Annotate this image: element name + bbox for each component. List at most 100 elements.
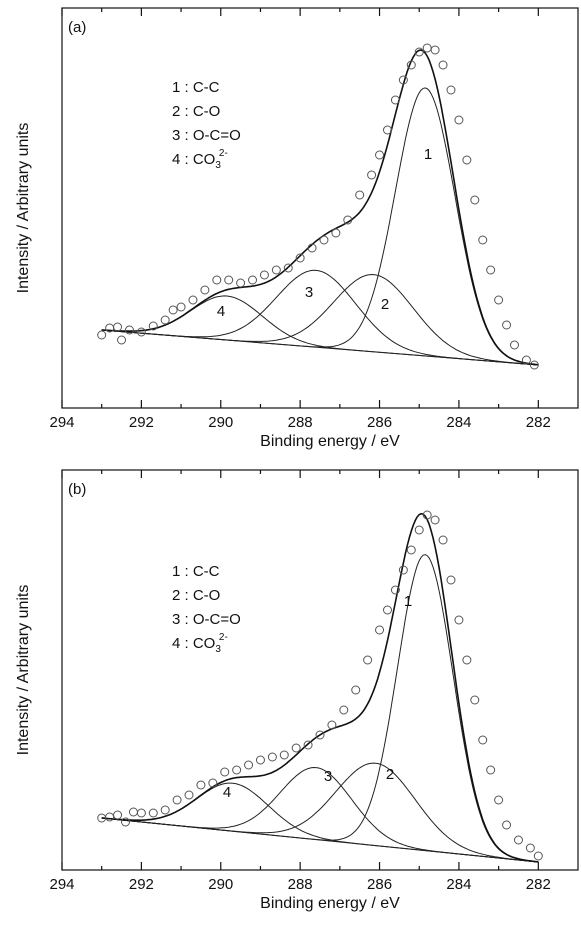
peak-label: 1 (404, 593, 412, 610)
fit-envelope (101, 512, 539, 863)
data-point (367, 170, 377, 180)
legend-sup: 2- (219, 148, 228, 159)
data-point (438, 535, 448, 545)
y-axis-title: Intensity / Arbitrary units (15, 123, 32, 294)
data-point (283, 263, 293, 273)
data-point (470, 195, 480, 205)
data-point (97, 330, 107, 340)
data-point (351, 685, 361, 695)
data-point (502, 820, 512, 830)
data-point (327, 720, 337, 730)
data-point (168, 305, 178, 315)
data-point (271, 265, 281, 275)
data-point (390, 585, 400, 595)
legend-text: 4 : CO (172, 151, 215, 168)
data-point (196, 780, 206, 790)
data-point (430, 45, 440, 55)
data-point (232, 765, 242, 775)
fit-envelope (101, 49, 539, 366)
x-tick-label: 286 (367, 876, 392, 893)
panel-label: (a) (68, 19, 86, 36)
legend-text: 2 : C-O (172, 587, 220, 604)
data-point (160, 315, 170, 325)
data-point (136, 327, 146, 337)
data-point (105, 812, 115, 822)
data-point (172, 795, 182, 805)
data-point (200, 285, 210, 295)
x-tick-label: 294 (49, 876, 74, 893)
data-point (208, 778, 218, 788)
data-point (343, 215, 353, 225)
legend-text: 3 : O-C=O (172, 127, 241, 144)
x-tick-label: 290 (208, 414, 233, 431)
plot-frame (61, 7, 579, 409)
legend-text: 1 : C-C (172, 79, 220, 96)
data-point (339, 705, 349, 715)
data-point (478, 735, 488, 745)
peak-component (101, 295, 539, 366)
x-axis-title: Binding energy / eV (260, 433, 400, 450)
data-point (148, 321, 158, 331)
data-point (244, 760, 254, 770)
legend-sup: 2- (219, 632, 228, 643)
peak-label: 4 (223, 784, 231, 801)
data-point (525, 843, 535, 853)
peak-label: 2 (386, 766, 394, 783)
peak-label: 2 (381, 296, 389, 313)
data-point (414, 47, 424, 57)
data-point (136, 808, 146, 818)
x-tick-label: 284 (446, 414, 471, 431)
data-point (470, 695, 480, 705)
data-point (315, 730, 325, 740)
peak-label: 3 (324, 768, 332, 785)
peak-label: 3 (305, 284, 313, 301)
legend-sub: 3 (215, 644, 221, 655)
legend-entry: 3 : O-C=O (172, 127, 241, 144)
data-point (446, 575, 456, 585)
data-point (533, 851, 543, 861)
legend-text: 4 : CO (172, 635, 215, 652)
x-tick-label: 292 (129, 414, 154, 431)
data-point (124, 325, 134, 335)
data-point (259, 270, 269, 280)
data-point (176, 302, 186, 312)
y-axis-title: Intensity / Arbitrary units (15, 585, 32, 756)
data-point (113, 322, 123, 332)
data-point (454, 615, 464, 625)
data-point (148, 808, 158, 818)
data-point (279, 750, 289, 760)
data-point (430, 515, 440, 525)
data-point (295, 253, 305, 263)
panel-label: (b) (68, 481, 86, 498)
data-point (398, 565, 408, 575)
data-point (509, 340, 519, 350)
data-point (398, 75, 408, 85)
legend-entry: 1 : C-C (172, 563, 220, 580)
data-point (248, 275, 258, 285)
x-tick-label: 282 (526, 876, 551, 893)
peak-component (101, 782, 539, 863)
data-point (414, 525, 424, 535)
data-point (406, 545, 416, 555)
data-point (486, 765, 496, 775)
data-point (355, 190, 365, 200)
data-point (529, 360, 539, 370)
legend-entry: 2 : C-O (172, 587, 220, 604)
data-point (478, 235, 488, 245)
data-point (422, 510, 432, 520)
x-axis-title: Binding energy / eV (260, 895, 400, 912)
x-tick-label: 286 (367, 414, 392, 431)
legend-text: 1 : C-C (172, 563, 220, 580)
data-point (121, 817, 131, 827)
x-tick-label: 290 (208, 876, 233, 893)
data-point (438, 60, 448, 70)
data-point (454, 115, 464, 125)
data-point (382, 125, 392, 135)
legend-text: 3 : O-C=O (172, 611, 241, 628)
x-tick-label: 282 (526, 414, 551, 431)
data-point (363, 655, 373, 665)
plot-frame (61, 469, 579, 871)
data-point (303, 740, 313, 750)
data-point (422, 43, 432, 53)
